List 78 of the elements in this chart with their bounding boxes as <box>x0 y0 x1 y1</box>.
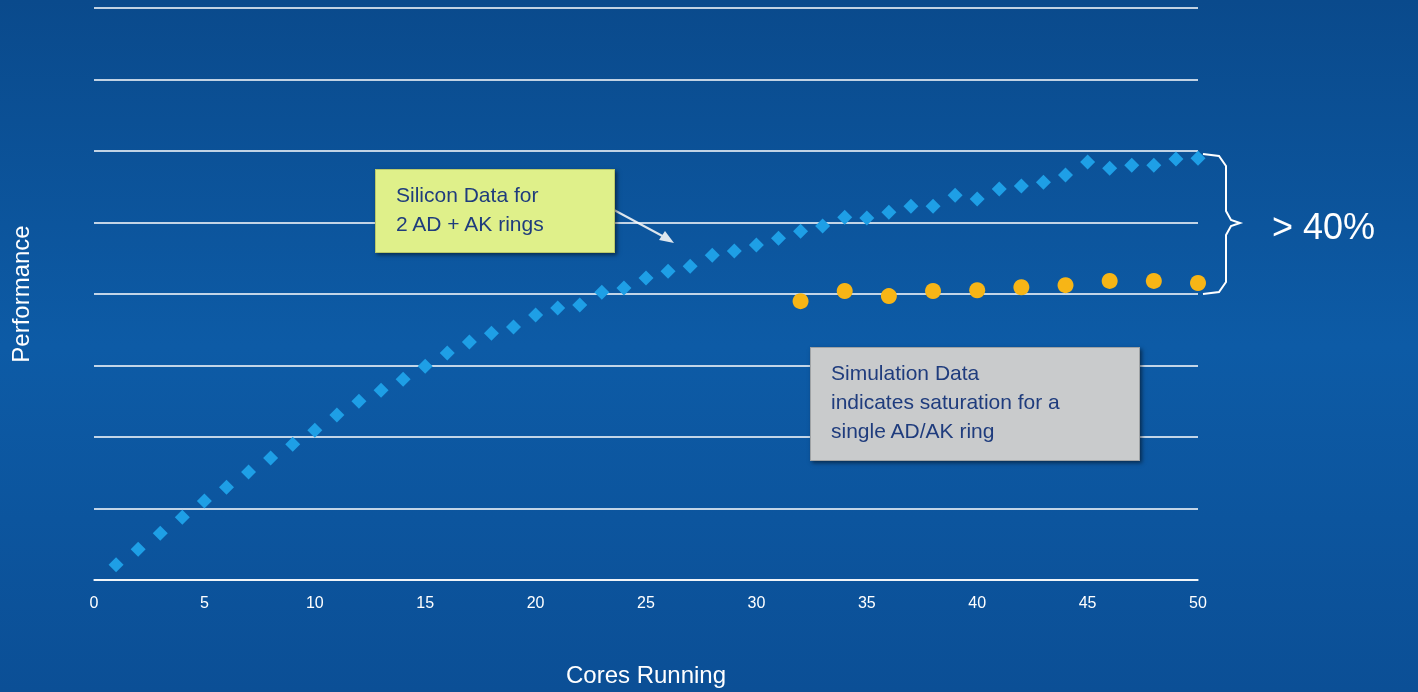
point <box>770 230 786 246</box>
point <box>947 187 963 203</box>
point <box>704 247 720 263</box>
point <box>991 181 1007 197</box>
x-tick-label: 50 <box>1189 593 1207 611</box>
y-axis-title: Performance <box>6 225 34 363</box>
x-tick-label: 45 <box>1078 593 1097 611</box>
point <box>748 237 764 253</box>
point <box>880 288 897 305</box>
point <box>285 436 301 452</box>
point <box>616 280 632 296</box>
annotation: Simulation Data indicates saturation for a single AD/AK ring <box>831 361 1060 442</box>
point <box>506 319 522 335</box>
annotation: Silicon Data for 2 AD + AK rings <box>396 183 544 235</box>
point <box>263 450 279 466</box>
x-tick-label: 20 <box>526 593 545 611</box>
point <box>1080 154 1096 170</box>
point <box>594 284 610 300</box>
point <box>792 293 809 310</box>
x-axis-title: Cores Running <box>565 660 727 688</box>
point <box>1057 277 1074 294</box>
point <box>1058 167 1074 183</box>
point <box>969 191 985 207</box>
point <box>726 243 742 259</box>
point <box>925 283 942 300</box>
x-tick-label: 25 <box>637 593 655 611</box>
point <box>351 393 367 409</box>
point <box>1102 160 1118 176</box>
point <box>969 282 986 299</box>
point <box>903 198 919 214</box>
point <box>417 358 433 374</box>
point <box>152 525 168 541</box>
x-tick-label: 15 <box>416 593 435 611</box>
point <box>307 422 323 438</box>
point <box>682 258 698 274</box>
point <box>373 382 389 398</box>
point <box>1146 157 1162 173</box>
point <box>660 263 676 279</box>
point <box>241 464 257 480</box>
x-tick-label: 40 <box>968 593 987 611</box>
x-tick-label: 5 <box>199 593 209 611</box>
callout-box: Silicon Data for 2 AD + AK rings <box>375 169 615 253</box>
point <box>1013 178 1029 194</box>
point <box>130 541 146 557</box>
point <box>793 223 809 239</box>
point <box>483 325 499 341</box>
point <box>572 297 588 313</box>
x-tick-label: 30 <box>747 593 766 611</box>
point <box>881 204 897 220</box>
point <box>1190 275 1206 292</box>
text: > 40% <box>1272 205 1376 247</box>
point <box>1145 272 1162 289</box>
point <box>1190 150 1206 166</box>
x-tick-label: 0 <box>89 593 99 611</box>
point <box>1124 157 1140 173</box>
point <box>196 493 212 509</box>
point <box>218 479 234 495</box>
point <box>329 407 345 423</box>
point <box>859 210 875 226</box>
point <box>174 509 190 525</box>
callout-box: Simulation Data indicates saturation for a single AD/AK ring <box>810 347 1140 461</box>
point <box>836 283 853 300</box>
point <box>1013 279 1030 296</box>
x-tick-label: 35 <box>857 593 876 611</box>
point <box>461 334 477 350</box>
point <box>108 557 124 573</box>
point <box>439 345 455 361</box>
point <box>1101 272 1118 289</box>
point <box>638 270 654 286</box>
point <box>550 300 566 316</box>
point <box>925 198 941 214</box>
point <box>528 307 544 323</box>
point <box>1168 151 1184 167</box>
x-tick-label: 10 <box>305 593 324 611</box>
point <box>815 218 831 234</box>
point <box>1035 174 1051 190</box>
point <box>837 209 853 225</box>
point <box>395 371 411 387</box>
